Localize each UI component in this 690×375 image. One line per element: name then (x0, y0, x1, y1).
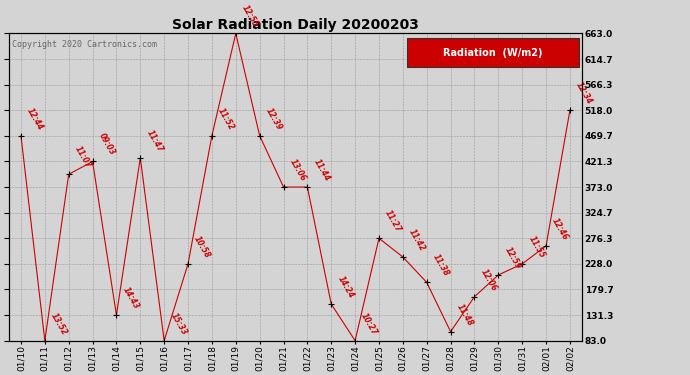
Text: 14:43: 14:43 (121, 285, 141, 311)
FancyBboxPatch shape (407, 38, 579, 67)
Text: 13:06: 13:06 (288, 158, 308, 183)
Text: 11:48: 11:48 (455, 302, 475, 327)
Text: 11:38: 11:38 (431, 253, 451, 278)
Text: Copyright 2020 Cartronics.com: Copyright 2020 Cartronics.com (12, 40, 157, 49)
Text: 11:42: 11:42 (407, 228, 427, 253)
Text: 10:27: 10:27 (359, 311, 380, 336)
Text: 09:03: 09:03 (97, 132, 117, 157)
Text: Radiation  (W/m2): Radiation (W/m2) (443, 48, 543, 58)
Text: 12:59: 12:59 (502, 246, 522, 271)
Title: Solar Radiation Daily 20200203: Solar Radiation Daily 20200203 (172, 18, 419, 32)
Text: 12:44: 12:44 (26, 106, 45, 132)
Text: 11:52: 11:52 (216, 106, 236, 131)
Text: 14:24: 14:24 (335, 274, 355, 300)
Text: 10:58: 10:58 (193, 234, 212, 260)
Text: 12:34: 12:34 (574, 81, 594, 106)
Text: 12:39: 12:39 (264, 106, 284, 131)
Text: 11:27: 11:27 (383, 209, 403, 234)
Text: 11:55: 11:55 (526, 234, 546, 260)
Text: 12:46: 12:46 (551, 216, 570, 242)
Text: 11:44: 11:44 (312, 158, 331, 183)
Text: 13:52: 13:52 (49, 311, 69, 336)
Text: 11:47: 11:47 (145, 128, 164, 154)
Text: 11:07: 11:07 (73, 145, 92, 170)
Text: 15:33: 15:33 (168, 311, 188, 336)
Text: 12:06: 12:06 (479, 267, 499, 292)
Text: 12:55: 12:55 (240, 4, 260, 29)
